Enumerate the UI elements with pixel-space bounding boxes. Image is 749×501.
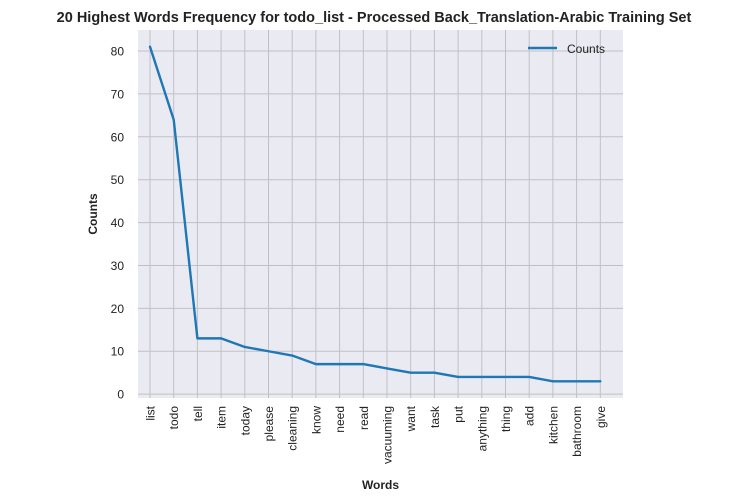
- x-tick-label: please: [262, 406, 276, 442]
- chart-title: 20 Highest Words Frequency for todo_list…: [57, 10, 692, 26]
- y-axis-ticks: 0 10 20 30 40 50 60 70 80: [111, 45, 125, 402]
- x-tick-label: today: [238, 406, 252, 435]
- x-tick-label: bathroom: [570, 406, 584, 457]
- y-axis-label: Counts: [86, 193, 100, 235]
- x-tick-label: want: [404, 405, 418, 432]
- x-tick-label: vacuuming: [381, 406, 395, 464]
- x-tick-label: know: [309, 406, 323, 434]
- x-tick-label: cleaning: [286, 406, 300, 451]
- y-tick-label: 60: [111, 130, 125, 144]
- x-tick-label: add: [523, 406, 537, 426]
- grid: [138, 30, 623, 398]
- series-line-counts: [148, 45, 602, 383]
- x-tick-label: put: [452, 405, 466, 422]
- x-tick-label: read: [357, 406, 371, 430]
- x-tick-label: need: [333, 406, 347, 433]
- x-tick-label: task: [428, 405, 442, 428]
- x-axis-label: Words: [362, 478, 399, 492]
- y-tick-label: 80: [111, 45, 125, 59]
- x-tick-label: thing: [499, 406, 513, 432]
- x-tick-label: list: [144, 405, 158, 420]
- y-tick-label: 40: [111, 216, 125, 230]
- y-tick-label: 0: [117, 388, 124, 402]
- y-tick-label: 30: [111, 259, 125, 273]
- plot-area: [138, 30, 623, 398]
- x-axis-ticks: list todo tell item today please cleaning know n…: [144, 405, 608, 464]
- x-tick-label: give: [594, 406, 608, 428]
- legend-label-counts: Counts: [567, 42, 605, 56]
- x-tick-label: todo: [167, 406, 181, 430]
- legend: Counts: [528, 42, 605, 56]
- y-tick-label: 10: [111, 345, 125, 359]
- x-tick-label: anything: [475, 406, 489, 451]
- x-tick-label: item: [215, 406, 229, 429]
- x-tick-label: kitchen: [546, 406, 560, 444]
- y-tick-label: 50: [111, 173, 125, 187]
- y-tick-label: 20: [111, 302, 125, 316]
- y-tick-label: 70: [111, 87, 125, 101]
- series-layer: [148, 45, 602, 383]
- x-tick-label: tell: [191, 406, 205, 421]
